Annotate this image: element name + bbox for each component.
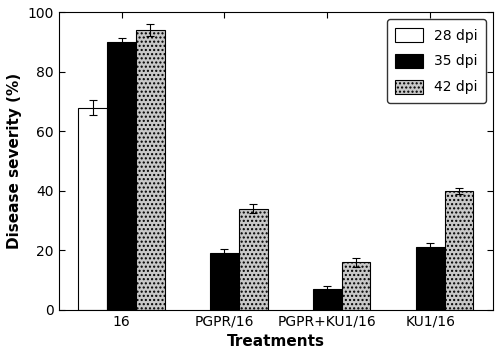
Bar — [78, 108, 108, 310]
Bar — [108, 42, 136, 310]
Legend: 28 dpi, 35 dpi, 42 dpi: 28 dpi, 35 dpi, 42 dpi — [387, 19, 486, 103]
Y-axis label: Disease severity (%): Disease severity (%) — [7, 73, 22, 249]
Bar — [416, 247, 444, 310]
Bar — [210, 253, 239, 310]
Bar — [239, 209, 268, 310]
Bar — [444, 191, 474, 310]
Bar — [342, 262, 370, 310]
Bar — [136, 30, 165, 310]
X-axis label: Treatments: Treatments — [227, 334, 325, 349]
Bar — [313, 289, 342, 310]
